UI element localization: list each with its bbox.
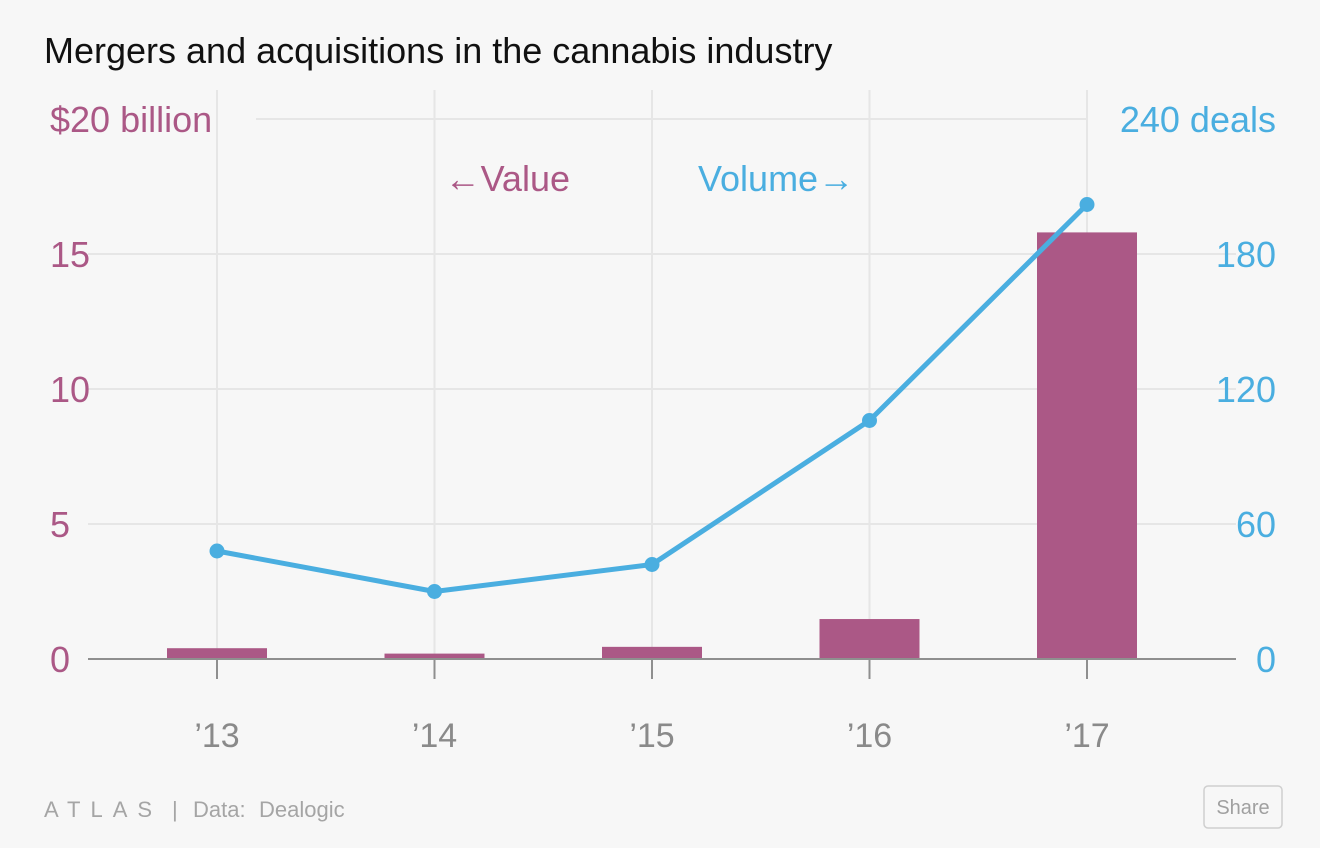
bar-series-value [167, 232, 1137, 659]
volume-point-2 [644, 557, 660, 572]
bar-value-0 [167, 648, 267, 659]
share-button-frame[interactable] [1203, 785, 1283, 829]
share-button[interactable]: Share [1203, 785, 1283, 829]
bar-value-1 [384, 653, 485, 659]
right-axis-label: 180 [1216, 234, 1276, 275]
share-button-label[interactable]: Share [1216, 797, 1269, 819]
x-axis-labels: ’13 ’14 ’15 ’16 ’17 [194, 717, 1109, 755]
x-axis-label: ’16 [847, 717, 892, 755]
x-axis-label: ’17 [1064, 717, 1109, 755]
footer: ATLAS | Data: Dealogic [44, 797, 345, 822]
atlas-logo: ATLAS [44, 797, 162, 822]
source-label: Data: [193, 797, 246, 822]
x-axis-ticks [216, 659, 1088, 679]
bar-value-2 [602, 646, 702, 659]
x-axis-label: ’13 [194, 717, 239, 755]
volume-point-1 [427, 584, 442, 599]
right-axis-labels: 0 60 120 180 240 deals [1120, 99, 1276, 680]
line-series-volume [209, 197, 1095, 599]
right-axis-label: 60 [1236, 504, 1276, 545]
source-name: Dealogic [259, 797, 345, 822]
right-axis-label: 0 [1256, 639, 1276, 680]
volume-point-4 [1079, 197, 1095, 212]
volume-point-3 [862, 413, 877, 428]
bar-value-3 [819, 619, 920, 659]
left-axis-label: 5 [50, 504, 70, 545]
left-axis-label: 10 [50, 369, 90, 410]
left-axis-labels: 0 5 10 15 $20 billion [50, 99, 212, 680]
volume-point-0 [209, 543, 225, 559]
legend-value-label: ←Value [445, 158, 570, 199]
legend-volume-label: Volume→ [698, 158, 854, 199]
x-axis-label: ’15 [629, 717, 674, 755]
footer-separator: | [172, 797, 178, 822]
left-axis-label: 0 [50, 639, 70, 680]
chart-title: Mergers and acquisitions in the cannabis… [44, 30, 832, 71]
left-axis-label: $20 billion [50, 99, 212, 140]
left-axis-label: 15 [50, 234, 90, 275]
x-axis-label: ’14 [412, 717, 457, 755]
bar-value-4 [1037, 232, 1137, 659]
right-axis-label: 240 deals [1120, 99, 1276, 140]
right-axis-label: 120 [1216, 369, 1276, 410]
